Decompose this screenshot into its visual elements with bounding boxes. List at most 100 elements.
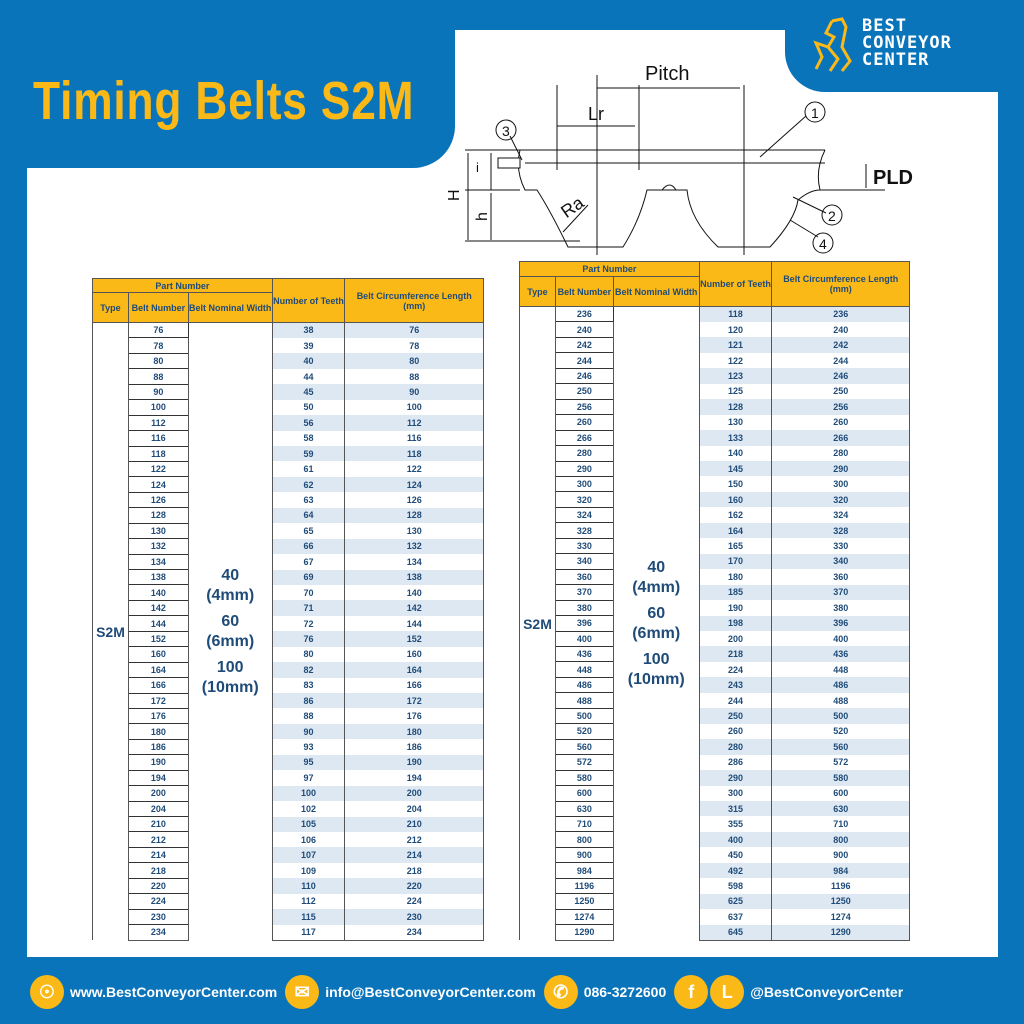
table-row: 242 121 242 xyxy=(520,336,910,354)
callout-4: 4 xyxy=(819,236,827,252)
belt-number-cell: 300 xyxy=(554,475,614,493)
width-option: 100 xyxy=(642,650,670,668)
teeth-cell: 38 xyxy=(271,322,346,338)
belt-number-cell: 124 xyxy=(127,476,189,493)
length-cell: 800 xyxy=(771,831,910,848)
teeth-cell: 106 xyxy=(271,831,346,848)
header-number-of-teeth: Number of Teeth xyxy=(271,278,346,323)
length-cell: 88 xyxy=(344,368,484,385)
teeth-cell: 625 xyxy=(698,893,773,910)
belt-number-cell: 320 xyxy=(554,491,614,508)
table-row: 130 65 130 xyxy=(93,522,484,540)
table-row: 1274 637 1274 xyxy=(520,908,910,926)
teeth-cell: 112 xyxy=(271,893,346,910)
width-option: (4mm) xyxy=(206,586,255,604)
teeth-cell: 88 xyxy=(271,708,346,724)
teeth-cell: 109 xyxy=(271,862,346,879)
logo-line-2: CONVEYOR xyxy=(862,33,952,53)
teeth-cell: 72 xyxy=(271,615,346,632)
teeth-cell: 50 xyxy=(271,399,346,416)
teeth-cell: 65 xyxy=(271,523,346,539)
length-cell: 520 xyxy=(771,723,910,740)
length-cell: 130 xyxy=(344,523,484,539)
length-cell: 436 xyxy=(771,646,910,662)
belt-number-cell: 90 xyxy=(127,383,189,401)
teeth-cell: 118 xyxy=(698,306,773,322)
length-cell: 230 xyxy=(344,909,484,925)
belt-number-cell: 212 xyxy=(127,831,189,848)
spec-table-left: Part Number Number of Teeth Belt Circumfer… xyxy=(92,278,484,941)
teeth-cell: 290 xyxy=(698,770,773,786)
teeth-cell: 64 xyxy=(271,507,346,524)
length-cell: 330 xyxy=(771,538,910,554)
belt-number-cell: 328 xyxy=(554,522,614,539)
header-part-number: Part Number xyxy=(92,278,273,293)
teeth-cell: 44 xyxy=(271,368,346,385)
table-row: 224 112 224 xyxy=(93,893,484,910)
length-cell: 984 xyxy=(771,862,910,879)
table-row: 380 190 380 xyxy=(520,599,910,617)
teeth-cell: 450 xyxy=(698,847,773,863)
teeth-cell: 150 xyxy=(698,476,773,492)
social-handle[interactable]: @BestConveyorCenter xyxy=(750,984,904,1000)
length-cell: 190 xyxy=(344,754,484,771)
logo-line-3: CENTER xyxy=(862,50,930,70)
length-cell: 400 xyxy=(771,631,910,647)
teeth-cell: 39 xyxy=(271,337,346,354)
table-row: 300 150 300 xyxy=(520,475,910,493)
header-type: Type xyxy=(92,292,129,323)
belt-number-cell: 116 xyxy=(127,430,189,447)
teeth-cell: 170 xyxy=(698,553,773,570)
belt-number-cell: 630 xyxy=(554,800,614,817)
callout-2: 2 xyxy=(828,208,836,224)
teeth-cell: 102 xyxy=(271,801,346,817)
length-cell: 360 xyxy=(771,569,910,585)
website-link[interactable]: www.BestConveyorCenter.com xyxy=(70,984,278,1000)
length-cell: 1274 xyxy=(771,909,910,925)
table-row: 984 492 984 xyxy=(520,862,910,879)
table-row: 214 107 214 xyxy=(93,846,484,864)
belt-number-cell: 448 xyxy=(554,661,614,678)
table-row: 220 110 220 xyxy=(93,877,484,895)
length-cell: 76 xyxy=(344,322,484,338)
width-option: 100 xyxy=(216,658,244,676)
teeth-cell: 105 xyxy=(271,816,346,832)
header-belt-number: Belt Number xyxy=(554,276,614,307)
line-icon[interactable]: L xyxy=(710,975,745,1009)
length-cell: 134 xyxy=(344,554,484,570)
belt-number-cell: 214 xyxy=(127,846,189,864)
teeth-cell: 59 xyxy=(271,446,346,462)
length-cell: 370 xyxy=(771,584,910,601)
length-cell: 160 xyxy=(344,646,484,663)
length-cell: 124 xyxy=(344,476,484,493)
table-row: 122 61 122 xyxy=(93,460,484,478)
phone-number[interactable]: 086-3272600 xyxy=(583,984,667,1000)
table-row: 212 106 212 xyxy=(93,831,484,848)
header-part-number: Part Number xyxy=(519,261,700,277)
table-row: 330 165 330 xyxy=(520,537,910,555)
teeth-cell: 128 xyxy=(698,399,773,415)
table-row: 290 145 290 xyxy=(520,460,910,477)
table-row: 126 63 126 xyxy=(93,491,484,509)
length-cell: 144 xyxy=(344,615,484,632)
table-row: 486 243 486 xyxy=(520,676,910,694)
belt-number-cell: 256 xyxy=(554,398,614,416)
callout-3: 3 xyxy=(502,123,510,139)
belt-number-cell: 100 xyxy=(127,399,189,416)
email-link[interactable]: info@BestConveyorCenter.com xyxy=(325,984,536,1000)
table-row: 572 286 572 xyxy=(520,754,910,771)
belt-number-cell: 340 xyxy=(554,553,614,570)
length-cell: 260 xyxy=(771,414,910,431)
logo-text: BEST CONVEYOR CENTER xyxy=(862,18,952,69)
globe-icon: ☉ xyxy=(30,975,64,1009)
table-row: 218 109 218 xyxy=(93,862,484,879)
table-row: 320 160 320 xyxy=(520,491,910,508)
table-row: 1196 598 1196 xyxy=(520,877,910,895)
h-label: h xyxy=(474,212,491,221)
facebook-icon[interactable]: f xyxy=(674,975,709,1009)
nominal-width-cell: 40 (4mm) 60 (6mm) 100 (10mm) xyxy=(187,322,273,940)
length-cell: 324 xyxy=(771,507,910,523)
teeth-cell: 107 xyxy=(271,847,346,863)
belt-number-cell: 138 xyxy=(127,568,189,586)
teeth-cell: 61 xyxy=(271,461,346,477)
